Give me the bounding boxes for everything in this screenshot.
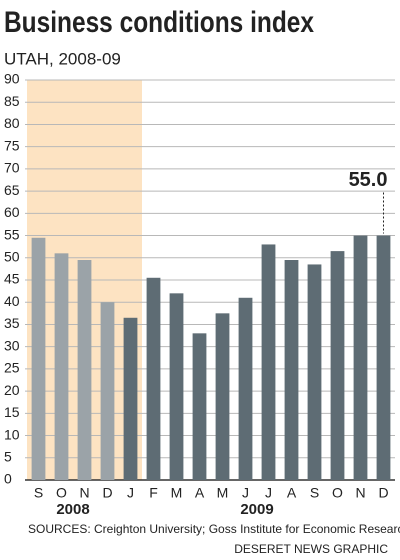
y-tick-label: 75 — [4, 137, 20, 153]
y-tick-label: 10 — [4, 426, 20, 442]
y-tick-label: 45 — [4, 271, 20, 287]
bar — [100, 302, 115, 480]
x-tick-label: S — [34, 485, 43, 501]
bar — [353, 235, 368, 480]
bar — [376, 235, 391, 480]
x-tick-label: M — [171, 485, 183, 501]
bar — [123, 317, 138, 480]
bar — [215, 313, 230, 480]
y-tick-label: 60 — [4, 204, 20, 220]
x-tick-label: M — [217, 485, 229, 501]
group-label: 2008 — [56, 501, 89, 518]
x-tick-label: J — [265, 485, 272, 501]
y-tick-label: 0 — [4, 471, 12, 487]
y-tick-label: 80 — [4, 115, 20, 131]
x-tick-label: D — [378, 485, 388, 501]
x-tick-label: N — [79, 485, 89, 501]
y-tick-label: 35 — [4, 315, 20, 331]
x-tick-label: J — [242, 485, 249, 501]
bar — [330, 251, 345, 480]
y-tick-label: 20 — [4, 382, 20, 398]
y-tick-label: 70 — [4, 160, 20, 176]
source: SOURCES: Creighton University; Goss Inst… — [28, 522, 400, 536]
bar — [261, 244, 276, 480]
credit: DESERET NEWS GRAPHIC — [234, 542, 388, 556]
bar — [169, 293, 184, 480]
y-tick-label: 55 — [4, 226, 20, 242]
bar — [54, 253, 69, 480]
annotation-label: 55.0 — [349, 169, 388, 191]
y-tick-label: 25 — [4, 360, 20, 376]
y-tick-label: 85 — [4, 93, 20, 109]
y-tick-label: 65 — [4, 182, 20, 198]
bar — [31, 237, 46, 480]
bar — [146, 277, 161, 480]
x-tick-label: F — [149, 485, 158, 501]
x-tick-label: N — [355, 485, 365, 501]
x-tick-label: O — [56, 485, 67, 501]
x-tick-label: A — [195, 485, 205, 501]
bar — [192, 333, 207, 480]
y-tick-label: 40 — [4, 293, 20, 309]
chart-subtitle: UTAH, 2008-09 — [4, 49, 121, 68]
y-tick-label: 90 — [4, 71, 20, 87]
y-tick-label: 15 — [4, 404, 20, 420]
x-tick-label: O — [332, 485, 343, 501]
bar — [284, 260, 299, 480]
chart-title: Business conditions index — [4, 6, 314, 39]
y-tick-label: 50 — [4, 248, 20, 264]
x-tick-label: J — [127, 485, 134, 501]
bar — [77, 260, 92, 480]
group-label: 2009 — [240, 501, 273, 518]
bar — [238, 297, 253, 480]
y-tick-label: 30 — [4, 337, 20, 353]
bar — [307, 264, 322, 480]
x-tick-label: A — [287, 485, 297, 501]
y-tick-label: 5 — [4, 448, 12, 464]
x-tick-label: D — [102, 485, 112, 501]
x-tick-label: S — [310, 485, 319, 501]
